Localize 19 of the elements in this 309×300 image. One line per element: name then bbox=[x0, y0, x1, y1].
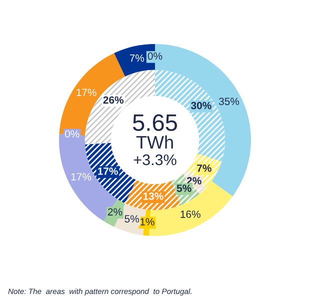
text: TWh bbox=[136, 135, 173, 149]
data-label: 17% bbox=[98, 168, 118, 175]
data-label: 30% bbox=[191, 102, 212, 110]
data-label: 7% bbox=[130, 54, 144, 62]
text: 0% bbox=[65, 130, 80, 138]
data-label: 2% bbox=[108, 208, 122, 216]
text: +3.3% bbox=[134, 154, 176, 166]
data-label: 1% bbox=[140, 218, 154, 226]
text: 0% bbox=[148, 52, 162, 60]
text: 5.65 bbox=[132, 114, 177, 131]
data-label: 35% bbox=[218, 98, 240, 106]
data-label: 26% bbox=[103, 96, 124, 104]
data-label: 7% bbox=[197, 164, 212, 172]
data-label: 16% bbox=[180, 210, 200, 218]
data-label: 17% bbox=[76, 88, 96, 96]
data-label: 13% bbox=[143, 192, 164, 200]
data-label: 5% bbox=[124, 215, 139, 223]
data-label: 17% bbox=[71, 173, 92, 180]
data-label: 5% bbox=[176, 184, 192, 192]
